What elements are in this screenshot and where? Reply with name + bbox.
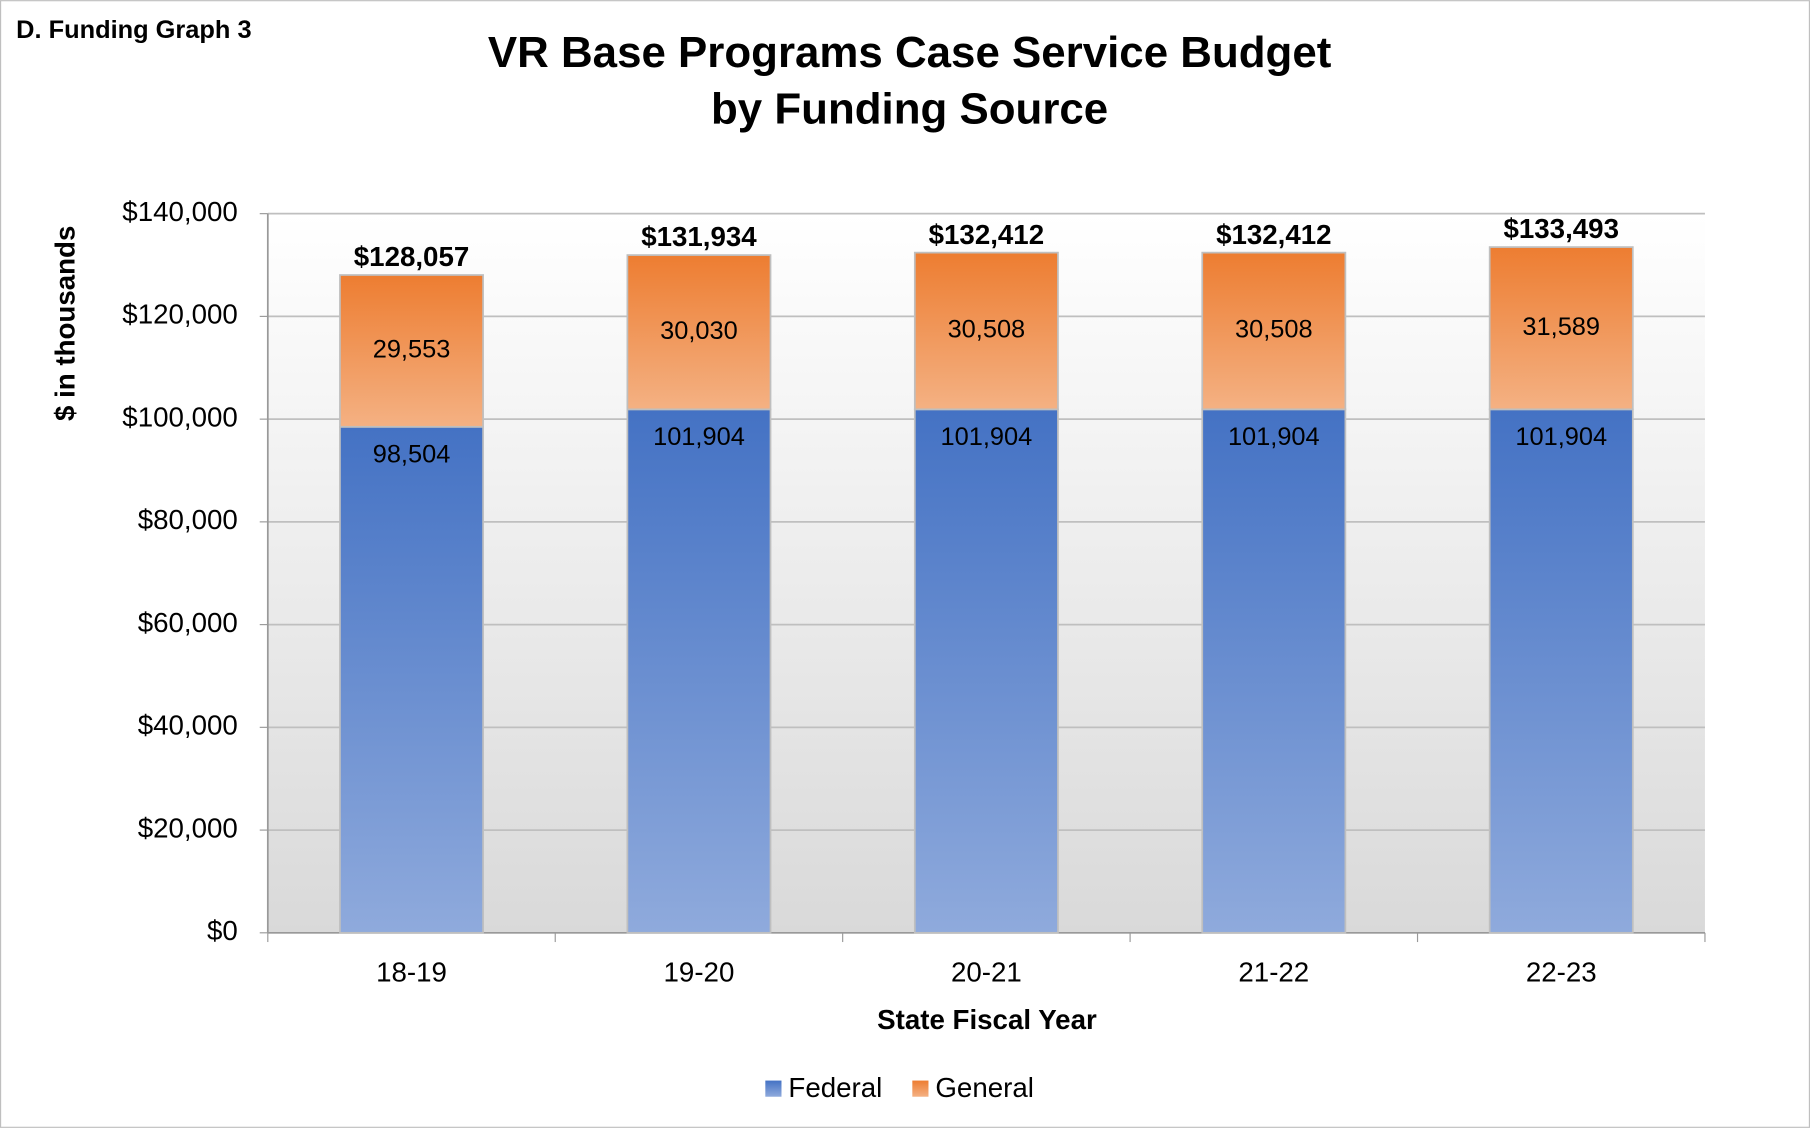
x-tick-label: 22-23: [1526, 957, 1597, 988]
y-axis-label: $ in thousands: [49, 226, 80, 421]
total-label: $133,493: [1503, 213, 1618, 244]
data-label: 30,508: [1235, 316, 1313, 344]
x-tick-label: 21-22: [1238, 957, 1309, 988]
legend-label: General: [935, 1072, 1034, 1103]
bar-segment: [1201, 408, 1347, 934]
y-tick-label: $120,000: [122, 299, 237, 330]
data-label: 98,504: [373, 440, 451, 468]
chart-title: by Funding Source: [711, 85, 1108, 134]
y-tick-label: $100,000: [122, 401, 237, 432]
y-tick-label: $20,000: [138, 812, 238, 843]
bar-segment: [1488, 246, 1634, 411]
header: D. Funding Graph 3: [16, 16, 251, 44]
bar-segment: [1201, 251, 1347, 411]
total-label: $132,412: [929, 219, 1044, 250]
y-tick-label: $140,000: [122, 196, 237, 227]
legend-swatch: [912, 1080, 929, 1097]
bar-segment: [626, 408, 772, 934]
data-label: 101,904: [1228, 423, 1320, 451]
y-tick-label: $40,000: [138, 710, 238, 741]
total-label: $132,412: [1216, 219, 1331, 250]
bar-segment: [913, 251, 1059, 411]
data-label: 101,904: [941, 423, 1033, 451]
y-tick-label: $80,000: [138, 504, 238, 535]
chart-title: VR Base Programs Case Service Budget: [488, 28, 1332, 77]
x-tick-label: 18-19: [376, 957, 447, 988]
bar-segment: [339, 274, 484, 428]
data-label: 30,508: [948, 316, 1026, 344]
data-label: 31,589: [1522, 313, 1600, 341]
data-label: 30,030: [660, 317, 738, 345]
x-tick-label: 19-20: [664, 957, 735, 988]
total-label: $131,934: [641, 221, 757, 252]
y-tick-label: $0: [207, 915, 238, 946]
x-axis-label: State Fiscal Year: [877, 1004, 1097, 1035]
data-label: 29,553: [373, 336, 451, 364]
bar-segment: [1488, 408, 1634, 934]
total-label: $128,057: [354, 241, 469, 272]
bar-segment: [913, 408, 1059, 934]
legend-label: Federal: [788, 1072, 882, 1103]
y-tick-label: $60,000: [138, 607, 238, 638]
data-label: 101,904: [1515, 423, 1607, 451]
bar-segment: [339, 425, 484, 934]
bar-segment: [626, 254, 772, 411]
x-tick-label: 20-21: [951, 957, 1022, 988]
legend-swatch: [765, 1080, 782, 1097]
data-label: 101,904: [653, 423, 745, 451]
